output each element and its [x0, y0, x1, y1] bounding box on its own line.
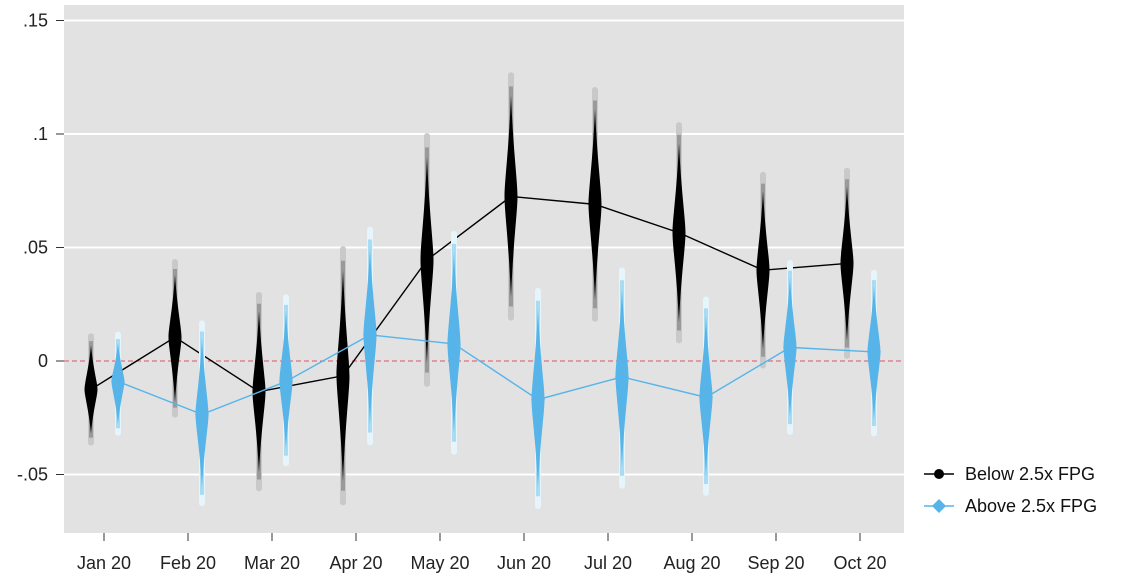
data-point	[673, 227, 685, 239]
data-point	[169, 331, 181, 343]
series-layer	[84, 72, 881, 510]
x-tick-label: Sep 20	[747, 553, 804, 573]
x-tick-label: Mar 20	[244, 553, 300, 573]
data-point	[841, 257, 853, 269]
y-axis: .15 .1 .05 0 -.05	[17, 11, 64, 485]
data-point	[279, 374, 293, 389]
x-tick-label: Jun 20	[497, 553, 551, 573]
data-point	[85, 383, 97, 395]
x-tick-label: May 20	[410, 553, 469, 573]
data-point	[421, 254, 433, 266]
data-point	[447, 336, 461, 351]
legend: Below 2.5x FPG Above 2.5x FPG	[924, 464, 1097, 516]
x-axis: Jan 20 Feb 20 Mar 20 Apr 20 May 20 Jun 20 Jul …	[77, 533, 887, 573]
data-point	[867, 344, 881, 359]
series-line	[90, 195, 848, 393]
x-tick-label: Jul 20	[584, 553, 632, 573]
data-point	[615, 369, 629, 384]
x-tick-label: Apr 20	[329, 553, 382, 573]
data-point	[337, 370, 349, 382]
x-tick-label: Jan 20	[77, 553, 131, 573]
legend-item: Above 2.5x FPG	[924, 496, 1097, 516]
data-point	[589, 198, 601, 210]
legend-label: Below 2.5x FPG	[965, 464, 1095, 484]
data-point	[195, 407, 209, 422]
legend-label: Above 2.5x FPG	[965, 496, 1097, 516]
data-point	[757, 264, 769, 276]
y-tick-label: .15	[23, 11, 48, 31]
data-point	[783, 340, 797, 355]
data-point	[699, 390, 713, 405]
data-point	[505, 190, 517, 202]
series-below-2-5x-fpg	[84, 72, 854, 506]
x-tick-label: Feb 20	[160, 553, 216, 573]
data-point	[531, 392, 545, 407]
x-tick-label: Aug 20	[663, 553, 720, 573]
data-point	[363, 327, 377, 342]
y-tick-label: .1	[33, 124, 48, 144]
series-above-2-5x-fpg	[111, 226, 881, 510]
legend-marker	[934, 469, 944, 479]
series-line	[117, 334, 875, 416]
x-tick-label: Oct 20	[833, 553, 886, 573]
legend-item: Below 2.5x FPG	[924, 464, 1095, 484]
y-tick-label: 0	[38, 351, 48, 371]
y-tick-label: -.05	[17, 465, 48, 485]
y-tick-label: .05	[23, 238, 48, 258]
data-point	[111, 374, 125, 389]
legend-marker	[932, 499, 946, 513]
